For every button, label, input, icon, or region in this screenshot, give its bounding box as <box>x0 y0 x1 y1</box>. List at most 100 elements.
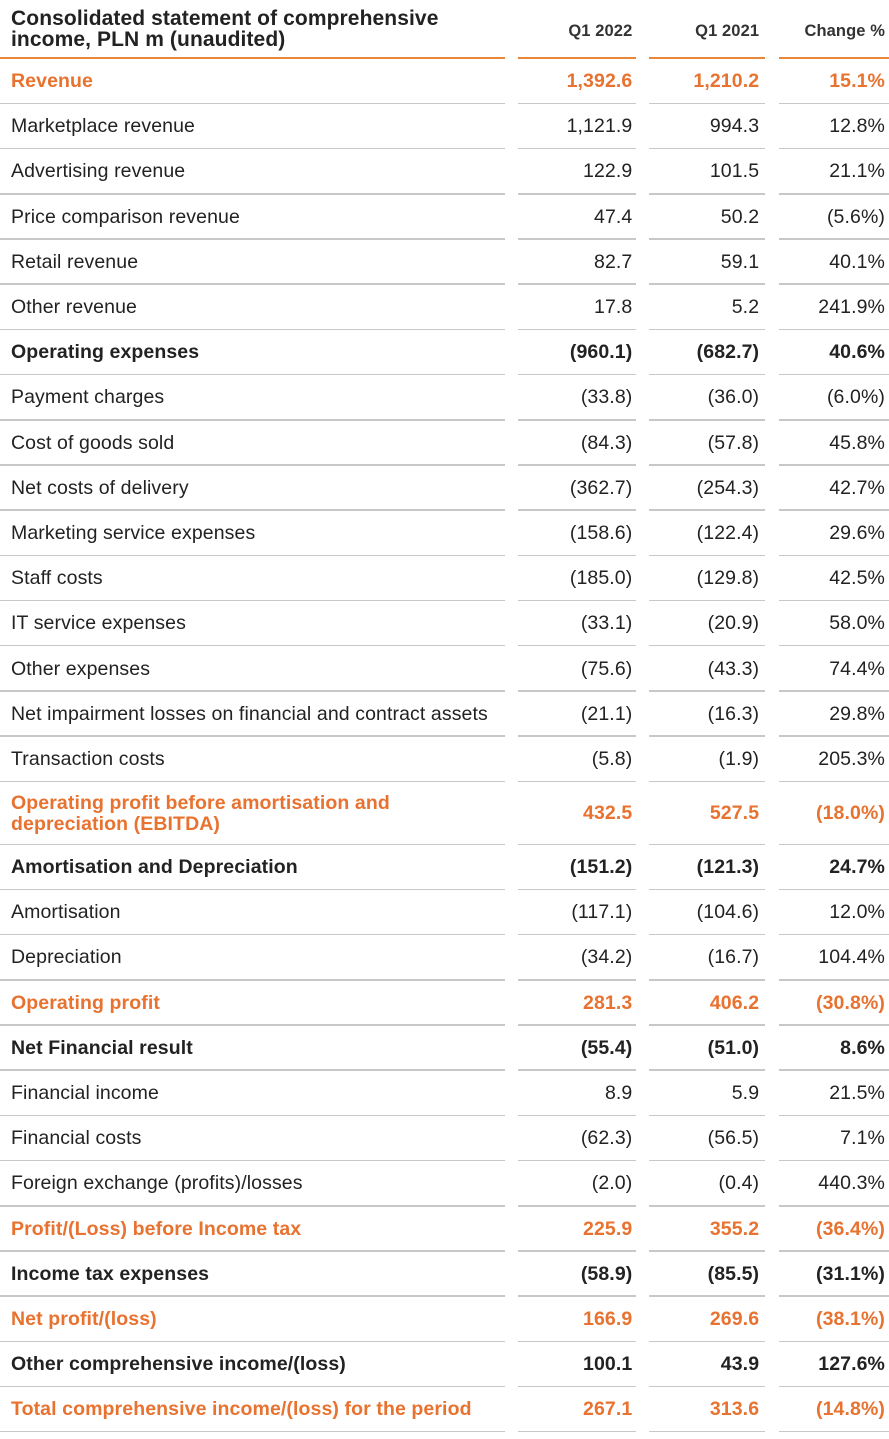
table-row: Staff costs (185.0) (129.8) 42.5% <box>0 556 889 602</box>
row-value-q1-2021-text: 1,210.2 <box>693 70 760 93</box>
row-value-change-text: 12.0% <box>829 901 885 924</box>
row-value-q1-2021: 994.3 <box>649 104 765 150</box>
row-value-q1-2022: (75.6) <box>517 646 637 692</box>
row-value-q1-2022: (58.9) <box>517 1252 637 1298</box>
row-value-q1-2022-text: (158.6) <box>569 521 633 544</box>
table-row: IT service expenses (33.1) (20.9) 58.0% <box>0 601 889 647</box>
row-value-q1-2022-text: (2.0) <box>591 1172 633 1195</box>
table-row: Depreciation (34.2) (16.7) 104.4% <box>0 935 889 981</box>
row-value-change-text: (6.0%) <box>826 386 885 409</box>
table-row: Other comprehensive income/(loss) 100.1 43… <box>0 1342 889 1388</box>
row-value-q1-2022-text: (117.1) <box>571 901 633 924</box>
table-row: Net costs of delivery (362.7) (254.3) 42.7% <box>0 466 889 512</box>
row-value-change-text: 127.6% <box>818 1353 885 1376</box>
row-value-change-text: 205.3% <box>818 747 885 770</box>
row-value-q1-2021-text: (104.6) <box>696 901 760 924</box>
row-value-q1-2021: (43.3) <box>649 646 765 692</box>
row-label-text: Depreciation <box>11 946 122 969</box>
row-value-q1-2021-text: 50.2 <box>720 205 760 228</box>
table-row: Cost of goods sold (84.3) (57.8) 45.8% <box>0 421 889 466</box>
table-row: Operating expenses (960.1) (682.7) 40.6% <box>0 330 889 376</box>
row-value-q1-2021-text: (122.4) <box>696 521 760 544</box>
row-label: Income tax expenses <box>0 1252 505 1298</box>
table-row: Operating profit 281.3 406.2 (30.8%) <box>0 981 889 1026</box>
row-value-change: (38.1%) <box>779 1297 889 1343</box>
row-label-text: Other revenue <box>11 296 137 319</box>
row-label: Profit/(Loss) before Income tax <box>0 1207 505 1252</box>
row-value-q1-2022-text: (62.3) <box>580 1127 633 1150</box>
row-value-change: 58.0% <box>779 601 889 647</box>
row-value-q1-2022-text: 1,121.9 <box>566 115 633 138</box>
row-value-change-text: 58.0% <box>829 612 885 635</box>
row-label-text: Payment charges <box>11 386 165 409</box>
row-value-q1-2021-text: (36.0) <box>707 386 760 409</box>
row-value-q1-2022-text: (33.1) <box>580 612 633 635</box>
table-row: Total comprehensive income/(loss) for th… <box>0 1387 889 1433</box>
row-label-text: Cost of goods sold <box>11 431 175 454</box>
table-title-line1: Consolidated statement of comprehensive <box>11 7 439 30</box>
row-value-q1-2021-text: (16.3) <box>707 702 760 725</box>
row-value-change: 104.4% <box>779 935 889 981</box>
table-row: Operating profit before amortisation and… <box>0 782 889 845</box>
row-value-q1-2021: 406.2 <box>649 981 765 1026</box>
row-value-change: 45.8% <box>779 421 889 466</box>
row-label: Cost of goods sold <box>0 421 505 466</box>
row-label-text: Price comparison revenue <box>11 205 240 228</box>
row-value-q1-2021-text: (16.7) <box>707 946 760 969</box>
row-value-q1-2022: (33.8) <box>517 375 637 421</box>
row-value-q1-2021: 355.2 <box>649 1207 765 1252</box>
row-label-text: Marketing service expenses <box>11 521 256 544</box>
row-value-q1-2022: (117.1) <box>517 890 637 936</box>
row-value-q1-2021-text: (85.5) <box>707 1262 760 1285</box>
row-value-q1-2022: 432.5 <box>517 782 637 845</box>
row-value-q1-2022: (2.0) <box>517 1161 637 1207</box>
row-value-change: 15.1% <box>779 59 889 105</box>
table-row: Revenue 1,392.6 1,210.2 15.1% <box>0 59 889 105</box>
row-value-q1-2022: 166.9 <box>517 1297 637 1343</box>
row-value-change: (31.1%) <box>779 1252 889 1298</box>
row-value-q1-2022-text: (34.2) <box>580 946 633 969</box>
row-value-change-text: (38.1%) <box>816 1307 885 1330</box>
row-value-change: (5.6%) <box>779 195 889 240</box>
row-label-text: Income tax expenses <box>11 1262 210 1285</box>
row-value-change: 12.0% <box>779 890 889 936</box>
row-label-text: Net profit/(loss) <box>11 1307 157 1330</box>
row-value-q1-2022-text: 8.9 <box>604 1082 633 1105</box>
table-row: Amortisation and Depreciation (151.2) (121… <box>0 845 889 891</box>
row-label: Financial costs <box>0 1116 505 1162</box>
row-value-q1-2022-text: 166.9 <box>583 1307 633 1330</box>
table-row: Income tax expenses (58.9) (85.5) (31.1%) <box>0 1252 889 1298</box>
row-value-q1-2021-text: 994.3 <box>709 115 760 138</box>
row-label: Retail revenue <box>0 240 505 286</box>
row-label-text: Transaction costs <box>11 747 165 770</box>
row-value-change-text: (5.6%) <box>826 205 885 228</box>
row-value-change-text: 42.7% <box>829 476 885 499</box>
row-value-q1-2022: (151.2) <box>517 845 637 891</box>
row-value-q1-2021: 313.6 <box>649 1387 765 1433</box>
row-value-q1-2021: (254.3) <box>649 466 765 512</box>
row-value-change-text: 21.1% <box>829 160 885 183</box>
row-value-q1-2022: (185.0) <box>517 556 637 602</box>
row-label-text: Other expenses <box>11 657 151 680</box>
row-value-q1-2021: (51.0) <box>649 1026 765 1072</box>
row-value-q1-2021: (129.8) <box>649 556 765 602</box>
row-label: Foreign exchange (profits)/losses <box>0 1161 505 1207</box>
row-value-change-text: (30.8%) <box>816 991 885 1014</box>
row-value-change: (14.8%) <box>779 1387 889 1433</box>
row-value-q1-2022-text: 225.9 <box>583 1217 633 1240</box>
row-label: Price comparison revenue <box>0 195 505 240</box>
row-value-change-text: 15.1% <box>829 70 885 93</box>
row-value-q1-2021-text: 269.6 <box>709 1307 760 1330</box>
row-label-text: Amortisation and Depreciation <box>11 856 298 879</box>
row-value-q1-2021-text: 527.5 <box>709 802 760 824</box>
row-label: Transaction costs <box>0 737 505 783</box>
row-value-change: (30.8%) <box>779 981 889 1026</box>
row-value-q1-2022: (55.4) <box>517 1026 637 1072</box>
row-value-q1-2022-text: (362.7) <box>569 476 633 499</box>
row-value-q1-2022: (34.2) <box>517 935 637 981</box>
row-label: IT service expenses <box>0 601 505 647</box>
table-row: Other revenue 17.8 5.2 241.9% <box>0 285 889 331</box>
row-value-q1-2022: (158.6) <box>517 511 637 557</box>
row-value-change: 21.1% <box>779 149 889 195</box>
table-row: Financial income 8.9 5.9 21.5% <box>0 1071 889 1117</box>
